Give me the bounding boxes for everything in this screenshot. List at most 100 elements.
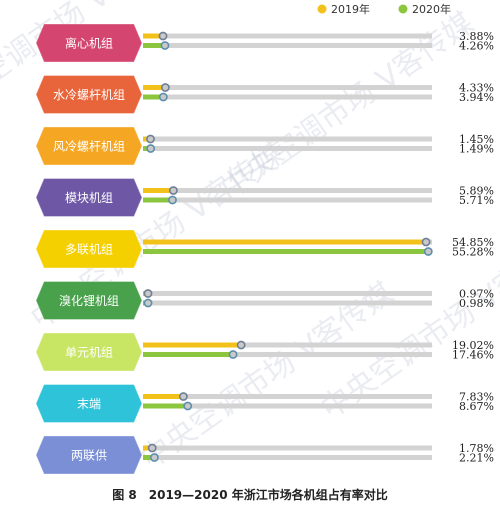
value-label: 1.49% xyxy=(459,143,494,156)
legend-marker xyxy=(398,4,408,14)
value-label: 5.89% xyxy=(459,185,494,198)
bar-end-marker xyxy=(158,31,168,41)
value-label: 55.28% xyxy=(452,246,494,259)
category-hexagon-outline xyxy=(35,229,143,269)
bar xyxy=(143,445,153,451)
category-hexagon xyxy=(36,333,142,371)
bar-end-marker xyxy=(236,340,246,350)
bar-end-marker xyxy=(146,144,156,153)
value-label: 8.67% xyxy=(459,400,494,413)
value-label: 3.88% xyxy=(459,30,494,43)
bar xyxy=(143,455,155,460)
value-label: 2.21% xyxy=(459,452,494,465)
legend: 2019年 2020年 xyxy=(317,2,451,16)
value-label: 0.97% xyxy=(459,288,494,301)
category-hexagon xyxy=(36,75,142,114)
category-hexagon-outline xyxy=(35,126,143,166)
category-hexagon-outline xyxy=(35,75,143,114)
legend-label: 2019年 xyxy=(331,2,370,16)
value-label: 54.85% xyxy=(452,236,494,249)
category-hexagon xyxy=(36,127,142,165)
category-row: 54.85%55.28% 多联机组 xyxy=(35,229,494,269)
value-label: 0.98% xyxy=(459,297,494,310)
category-row: 1.78%2.21% 两联供 xyxy=(35,435,494,475)
bar-track xyxy=(143,94,432,100)
bar-end-marker xyxy=(423,247,433,256)
category-hexagon-outline xyxy=(35,23,143,63)
value-label: 4.26% xyxy=(459,40,494,53)
bar xyxy=(143,85,166,90)
category-hexagon-outline xyxy=(35,384,143,423)
bar-end-marker xyxy=(143,289,153,298)
category-row: 7.83%8.67% 末端 xyxy=(35,384,494,423)
category-label: 水冷螺杆机组 xyxy=(53,88,125,102)
value-label: 3.94% xyxy=(459,91,494,104)
category-label: 两联供 xyxy=(71,449,107,463)
category-hexagon xyxy=(36,436,142,474)
bar xyxy=(143,33,164,39)
value-label: 7.83% xyxy=(459,391,494,404)
bar-end-marker xyxy=(158,92,168,102)
bar xyxy=(143,188,174,193)
bar-track xyxy=(143,146,432,151)
category-row: 0.97%0.98% 溴化锂机组 xyxy=(35,281,494,320)
bar-end-marker xyxy=(147,443,157,453)
category-hexagon xyxy=(36,384,142,423)
bar-track xyxy=(143,188,432,193)
category-label: 离心机组 xyxy=(65,36,113,51)
chart-rows: 3.88%4.26% 离心机组 4.33%3.94% 水冷螺杆机组 1.45%1.49%… xyxy=(35,23,494,475)
bar-end-marker xyxy=(160,83,170,92)
bar-end-marker xyxy=(146,134,155,144)
bar xyxy=(143,342,242,348)
bar xyxy=(143,197,173,203)
category-hexagon-outline xyxy=(35,332,143,372)
bar-track xyxy=(143,136,432,142)
bar-track xyxy=(143,197,432,203)
category-hexagon xyxy=(36,281,142,320)
bar-track xyxy=(143,85,432,90)
bar-track xyxy=(143,445,432,451)
bar-end-marker xyxy=(150,453,159,462)
category-label: 风冷螺杆机组 xyxy=(53,140,125,154)
category-row: 4.33%3.94% 水冷螺杆机组 xyxy=(35,75,494,114)
bar-track xyxy=(143,300,432,306)
bar-end-marker xyxy=(143,298,153,308)
bar-end-marker xyxy=(421,237,431,247)
bar-track xyxy=(143,352,432,357)
category-hexagon-outline xyxy=(35,178,143,217)
figure-caption: 图 8 2019—2020 年浙江市场各机组占有率对比 xyxy=(112,487,388,502)
legend-marker xyxy=(317,4,327,14)
bar-end-marker xyxy=(160,41,170,50)
bar-track xyxy=(143,394,432,399)
value-label: 17.46% xyxy=(452,349,494,362)
bar-track xyxy=(143,455,432,460)
bar-track xyxy=(143,291,432,296)
bar xyxy=(143,239,427,245)
bar-end-marker xyxy=(168,186,178,195)
bar-end-marker xyxy=(183,401,193,411)
bar-track xyxy=(143,342,432,348)
category-hexagon-outline xyxy=(35,281,143,320)
category-hexagon xyxy=(36,24,142,62)
category-label: 单元机组 xyxy=(65,346,113,360)
bar-end-marker xyxy=(168,195,177,205)
value-label: 19.02% xyxy=(452,339,494,352)
value-label: 1.45% xyxy=(459,133,494,146)
bar-end-marker xyxy=(228,350,238,359)
bar xyxy=(143,394,184,399)
category-label: 模块机组 xyxy=(65,191,113,205)
value-label: 5.71% xyxy=(459,194,494,207)
category-row: 1.45%1.49% 风冷螺杆机组 xyxy=(35,126,494,166)
bar xyxy=(143,43,165,48)
legend-label: 2020年 xyxy=(412,2,451,16)
bar xyxy=(143,249,429,254)
category-label: 多联机组 xyxy=(65,243,113,257)
value-label: 4.33% xyxy=(459,82,494,95)
category-label: 溴化锂机组 xyxy=(59,293,119,308)
category-label: 末端 xyxy=(77,397,101,411)
bar xyxy=(143,94,164,100)
bar-track xyxy=(143,403,432,409)
bar xyxy=(143,352,234,357)
bar xyxy=(143,403,188,409)
